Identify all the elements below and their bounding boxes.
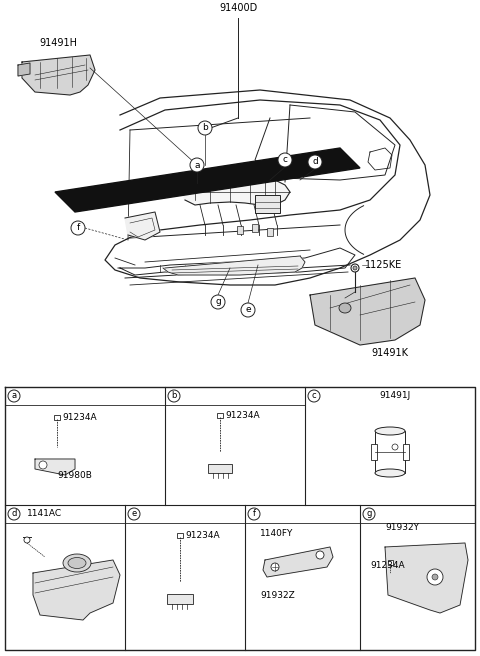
- Polygon shape: [18, 63, 30, 76]
- Circle shape: [128, 508, 140, 520]
- Bar: [375, 431, 405, 473]
- Text: c: c: [283, 155, 288, 165]
- Circle shape: [353, 266, 357, 270]
- Text: g: g: [366, 510, 372, 518]
- Text: f: f: [76, 224, 80, 232]
- Text: 91932Z: 91932Z: [260, 590, 295, 600]
- Bar: [267, 228, 273, 236]
- Polygon shape: [22, 55, 95, 95]
- Circle shape: [308, 155, 322, 169]
- Text: e: e: [245, 306, 251, 314]
- Text: b: b: [171, 392, 177, 401]
- Text: f: f: [252, 510, 255, 518]
- Text: 1141AC: 1141AC: [27, 510, 62, 518]
- Polygon shape: [310, 278, 425, 345]
- Bar: [403, 444, 409, 460]
- Text: d: d: [12, 510, 17, 518]
- Circle shape: [24, 537, 30, 543]
- Text: g: g: [215, 298, 221, 306]
- Circle shape: [248, 508, 260, 520]
- Bar: [177, 533, 183, 538]
- Polygon shape: [385, 543, 468, 613]
- Bar: [208, 464, 232, 473]
- Text: 91234A: 91234A: [370, 560, 405, 569]
- Text: a: a: [12, 392, 17, 401]
- Bar: [54, 415, 60, 420]
- Polygon shape: [33, 560, 120, 620]
- Text: 1125KE: 1125KE: [365, 260, 402, 270]
- Text: 91234A: 91234A: [62, 413, 96, 422]
- Circle shape: [363, 508, 375, 520]
- Circle shape: [427, 569, 443, 585]
- Polygon shape: [163, 256, 305, 275]
- Polygon shape: [180, 177, 290, 205]
- Text: 91234A: 91234A: [185, 531, 220, 541]
- Text: c: c: [312, 392, 316, 401]
- Circle shape: [351, 264, 359, 272]
- Circle shape: [278, 153, 292, 167]
- Circle shape: [316, 551, 324, 559]
- Bar: [388, 560, 393, 565]
- Bar: [252, 224, 258, 232]
- Bar: [217, 413, 223, 418]
- Circle shape: [39, 461, 47, 469]
- Circle shape: [168, 390, 180, 402]
- Ellipse shape: [375, 469, 405, 477]
- Text: 91980B: 91980B: [57, 470, 92, 480]
- Ellipse shape: [63, 554, 91, 572]
- Circle shape: [211, 295, 225, 309]
- Circle shape: [308, 390, 320, 402]
- Circle shape: [198, 121, 212, 135]
- Text: 1140FY: 1140FY: [260, 529, 293, 537]
- Circle shape: [271, 563, 279, 571]
- Bar: [371, 444, 377, 460]
- Polygon shape: [35, 459, 75, 475]
- Polygon shape: [125, 212, 160, 240]
- Bar: [167, 594, 193, 604]
- Text: 91234A: 91234A: [225, 411, 260, 420]
- Text: 91491J: 91491J: [379, 392, 410, 401]
- Text: 91491K: 91491K: [372, 348, 408, 358]
- Circle shape: [241, 303, 255, 317]
- Text: e: e: [132, 510, 137, 518]
- Polygon shape: [263, 547, 333, 577]
- Ellipse shape: [68, 558, 86, 569]
- Ellipse shape: [339, 303, 351, 313]
- Bar: [237, 226, 243, 234]
- Polygon shape: [55, 148, 360, 212]
- Text: d: d: [312, 157, 318, 167]
- Text: 91491H: 91491H: [39, 38, 77, 48]
- Ellipse shape: [375, 427, 405, 435]
- Bar: [255, 195, 280, 213]
- Circle shape: [71, 221, 85, 235]
- Text: b: b: [202, 123, 208, 133]
- Text: a: a: [194, 161, 200, 169]
- Text: 91932Y: 91932Y: [385, 522, 419, 531]
- Circle shape: [8, 508, 20, 520]
- Text: 91400D: 91400D: [219, 3, 257, 13]
- Circle shape: [190, 158, 204, 172]
- Circle shape: [432, 574, 438, 580]
- Circle shape: [8, 390, 20, 402]
